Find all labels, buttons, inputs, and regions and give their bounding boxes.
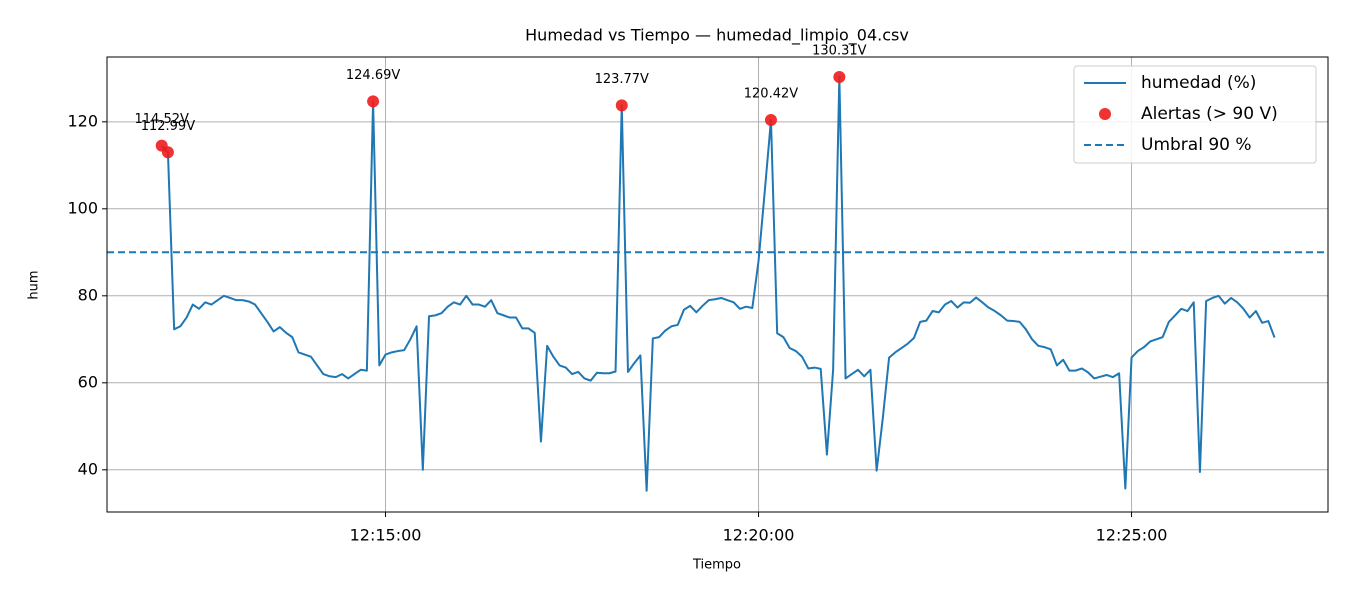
legend-label: Umbral 90 % bbox=[1141, 135, 1252, 155]
y-axis-label: hum bbox=[27, 270, 42, 299]
data-label: 120.42V bbox=[744, 86, 798, 101]
data-label: 130.31V bbox=[812, 43, 866, 58]
data-label: 114.52V bbox=[135, 112, 189, 127]
alert-point bbox=[833, 70, 846, 83]
alert-point bbox=[367, 95, 380, 108]
y-tick-label: 40 bbox=[78, 459, 98, 478]
y-tick-label: 120 bbox=[67, 111, 98, 130]
alert-point bbox=[615, 99, 628, 112]
plot-frame bbox=[106, 56, 1329, 513]
y-tick-label: 60 bbox=[78, 372, 98, 391]
chart-title: Humedad vs Tiempo — humedad_limpio_04.cs… bbox=[525, 26, 909, 46]
x-axis-label: Tiempo bbox=[692, 558, 741, 573]
legend-label: humedad (%) bbox=[1141, 73, 1256, 93]
legend-swatch bbox=[1099, 108, 1111, 120]
alert-point bbox=[764, 113, 777, 126]
x-tick-label: 12:15:00 bbox=[350, 526, 422, 545]
x-tick-label: 12:20:00 bbox=[723, 526, 795, 545]
alert-point bbox=[161, 146, 174, 159]
y-tick-label: 100 bbox=[67, 198, 98, 217]
data-line bbox=[160, 75, 1276, 492]
legend-label: Alertas (> 90 V) bbox=[1141, 104, 1278, 124]
data-label: 124.69V bbox=[346, 68, 400, 83]
x-tick-label: 12:25:00 bbox=[1096, 526, 1168, 545]
data-label: 112.99V bbox=[141, 119, 195, 134]
data-label: 123.77V bbox=[595, 72, 649, 87]
legend-box bbox=[1073, 65, 1317, 164]
y-tick-label: 80 bbox=[78, 285, 98, 304]
